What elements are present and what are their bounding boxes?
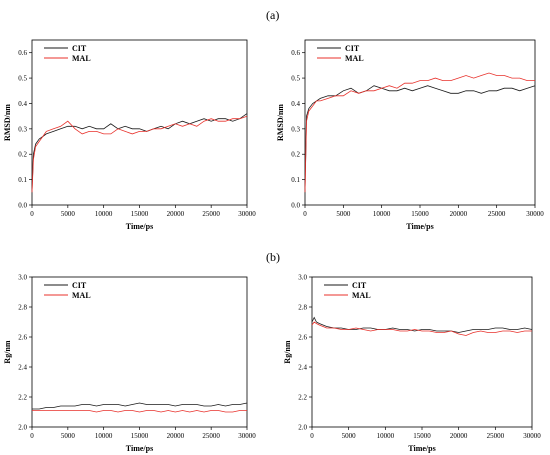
x-tick-label: 30000 (526, 210, 544, 218)
x-tick-label: 10000 (95, 210, 113, 218)
legend-label-cit: CIT (345, 44, 360, 53)
x-tick-label: 5000 (61, 432, 76, 440)
plot-frame (304, 39, 536, 206)
y-tick-label: 2.8 (298, 304, 307, 312)
x-tick-label: 30000 (238, 210, 256, 218)
y-tick-label: 0.6 (18, 49, 27, 57)
y-tick-label: 2.6 (298, 334, 307, 342)
series-line-cit (32, 402, 248, 410)
y-tick-label: 0.6 (291, 49, 300, 57)
series-line-cit (31, 113, 248, 193)
x-tick-label: 0 (30, 210, 34, 218)
y-tick-label: 0.2 (291, 151, 300, 159)
x-axis-title: Time/ps (126, 222, 153, 231)
x-tick-label: 0 (310, 432, 314, 440)
x-tick-label: 15000 (411, 210, 429, 218)
chart-0: 0 5000 10000 15000 20000 25000 30000 0.0 0.1 0.2 0… (3, 39, 256, 231)
x-tick-label: 25000 (202, 432, 220, 440)
x-tick-label: 25000 (487, 432, 505, 440)
x-tick-label: 15000 (131, 210, 149, 218)
series-line-cit (311, 316, 533, 333)
chart-2: 0 5000 10000 15000 20000 25000 30000 2.0 2.2 2.4 2… (3, 274, 256, 454)
legend-label-mal: MAL (352, 291, 371, 300)
plot-frame (31, 39, 248, 206)
legend-label-cit: CIT (352, 281, 367, 290)
y-axis-title: Rg/nm (3, 340, 12, 363)
plot-frame (311, 276, 533, 428)
y-tick-label: 2.0 (298, 424, 307, 432)
x-tick-label: 5000 (342, 432, 357, 440)
x-tick-label: 10000 (373, 210, 391, 218)
x-tick-label: 20000 (167, 210, 185, 218)
legend-label-mal: MAL (72, 54, 91, 63)
x-tick-label: 15000 (131, 432, 149, 440)
chart-1: 0 5000 10000 15000 20000 25000 30000 0.0 0.1 0.2 0… (276, 39, 544, 231)
y-tick-label: 0.1 (18, 176, 27, 184)
series-line-mal (32, 410, 247, 413)
x-tick-label: 0 (303, 210, 307, 218)
y-tick-label: 2.8 (18, 304, 27, 312)
series-line-mal (304, 72, 535, 193)
y-tick-label: 0.0 (291, 202, 300, 210)
x-tick-label: 25000 (202, 210, 220, 218)
x-tick-label: 10000 (377, 432, 395, 440)
y-tick-label: 2.2 (18, 394, 27, 402)
x-tick-label: 30000 (238, 432, 256, 440)
series-line-mal (31, 115, 248, 193)
y-tick-label: 0.5 (18, 75, 27, 83)
plot-frame (31, 276, 248, 428)
y-axis-title: Rg/nm (283, 340, 292, 363)
x-tick-label: 5000 (61, 210, 76, 218)
x-tick-label: 5000 (336, 210, 351, 218)
y-tick-label: 0.2 (18, 151, 27, 159)
y-tick-label: 0.4 (291, 100, 300, 108)
y-tick-label: 0.3 (291, 125, 300, 133)
x-tick-label: 10000 (95, 432, 113, 440)
series-line-mal (311, 321, 532, 336)
legend-label-cit: CIT (72, 281, 87, 290)
legend-label-cit: CIT (72, 44, 87, 53)
legend-label-mal: MAL (345, 54, 364, 63)
chart-3: 0 5000 10000 15000 20000 25000 30000 2.0 2.2 2.4 2… (283, 274, 541, 454)
x-axis-title: Time/ps (406, 222, 433, 231)
y-tick-label: 2.0 (18, 424, 27, 432)
x-axis-title: Time/ps (126, 444, 153, 453)
x-tick-label: 20000 (167, 432, 185, 440)
x-tick-label: 20000 (450, 210, 468, 218)
y-tick-label: 3.0 (298, 274, 307, 282)
y-tick-label: 2.6 (18, 334, 27, 342)
y-axis-title: RMSD/nm (276, 104, 285, 141)
y-tick-label: 2.4 (298, 364, 307, 372)
y-tick-label: 0.0 (18, 202, 27, 210)
y-axis-title: RMSD/nm (3, 104, 12, 141)
panel-label-a: (a) (266, 8, 280, 22)
y-tick-label: 2.4 (18, 364, 27, 372)
x-tick-label: 0 (30, 432, 34, 440)
panel-label-b: (b) (266, 250, 280, 264)
x-axis-title: Time/ps (408, 444, 435, 453)
x-tick-label: 25000 (488, 210, 506, 218)
series-line-cit (304, 85, 536, 193)
legend-label-mal: MAL (72, 291, 91, 300)
y-tick-label: 0.5 (291, 75, 300, 83)
y-tick-label: 0.3 (18, 125, 27, 133)
x-tick-label: 15000 (413, 432, 431, 440)
x-tick-label: 30000 (523, 432, 541, 440)
y-tick-label: 2.2 (298, 394, 307, 402)
y-tick-label: 3.0 (18, 274, 27, 282)
y-tick-label: 0.4 (18, 100, 27, 108)
x-tick-label: 20000 (450, 432, 468, 440)
y-tick-label: 0.1 (291, 176, 300, 184)
